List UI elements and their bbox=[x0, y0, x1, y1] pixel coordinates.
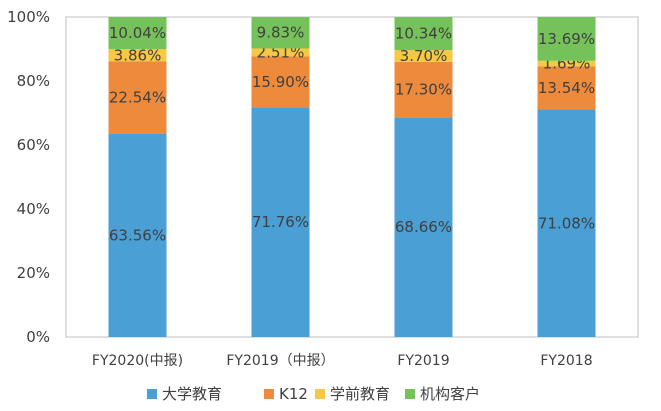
data-label: 71.76% bbox=[252, 213, 309, 231]
bar-segment bbox=[108, 49, 167, 62]
data-label: 15.90% bbox=[252, 73, 309, 91]
data-label: 68.66% bbox=[395, 218, 452, 236]
bar-segment bbox=[537, 17, 596, 61]
bar-segment bbox=[537, 109, 596, 337]
legend-label: 机构客户 bbox=[420, 385, 480, 403]
data-label: 13.69% bbox=[538, 30, 595, 48]
data-label: 3.86% bbox=[114, 46, 162, 64]
bar-segment bbox=[394, 50, 453, 62]
y-tick-label: 100% bbox=[7, 8, 50, 26]
legend-label: K12 bbox=[279, 385, 308, 403]
y-tick-label: 60% bbox=[17, 136, 50, 154]
y-axis: 0% 20% 40% 60% 80% 100% bbox=[7, 8, 50, 346]
x-tick-label: FY2018 bbox=[540, 353, 592, 369]
x-tick-label: FY2020(中报) bbox=[92, 353, 183, 369]
bars: 63.56%22.54%3.86%10.04%71.76%15.90%2.51%… bbox=[108, 17, 596, 338]
data-label: 63.56% bbox=[109, 226, 166, 244]
y-tick-label: 0% bbox=[26, 328, 50, 346]
data-label: 10.34% bbox=[395, 25, 452, 43]
bar-segment bbox=[537, 66, 596, 110]
bar-segment bbox=[394, 117, 453, 338]
legend-label: 学前教育 bbox=[330, 385, 390, 403]
data-label: 17.30% bbox=[395, 81, 452, 99]
y-tick-label: 80% bbox=[17, 72, 50, 90]
data-label: 71.08% bbox=[538, 214, 595, 232]
bar-segment bbox=[251, 17, 310, 49]
legend-swatch bbox=[315, 389, 325, 399]
legend-label: 大学教育 bbox=[162, 385, 222, 403]
y-tick-label: 40% bbox=[17, 200, 50, 218]
legend-swatch bbox=[147, 389, 157, 399]
legend-swatch bbox=[264, 389, 274, 399]
data-label: 22.54% bbox=[109, 89, 166, 107]
data-label: 13.54% bbox=[538, 79, 595, 97]
data-label: 3.70% bbox=[400, 47, 448, 65]
x-axis: FY2020(中报) FY2019（中报） FY2019 FY2018 bbox=[92, 353, 593, 369]
plot-area-border bbox=[65, 16, 639, 338]
bar-segment bbox=[108, 133, 167, 337]
bar-segment bbox=[108, 61, 167, 134]
x-tick-label: FY2019 bbox=[397, 353, 449, 369]
bar-segment bbox=[108, 17, 167, 50]
bar-segment bbox=[251, 48, 310, 57]
y-tick-label: 20% bbox=[17, 264, 50, 282]
data-label: 10.04% bbox=[109, 24, 166, 42]
bar-segment bbox=[537, 60, 596, 67]
data-label: 9.83% bbox=[257, 24, 305, 42]
bar-segment bbox=[394, 17, 453, 51]
bar-segment bbox=[251, 107, 310, 337]
x-tick-label: FY2019（中报） bbox=[226, 353, 334, 369]
bar-segment bbox=[394, 61, 453, 118]
legend-swatch bbox=[405, 389, 415, 399]
legend: 大学教育 K12 学前教育 机构客户 bbox=[147, 385, 480, 403]
bar-segment bbox=[251, 56, 310, 108]
